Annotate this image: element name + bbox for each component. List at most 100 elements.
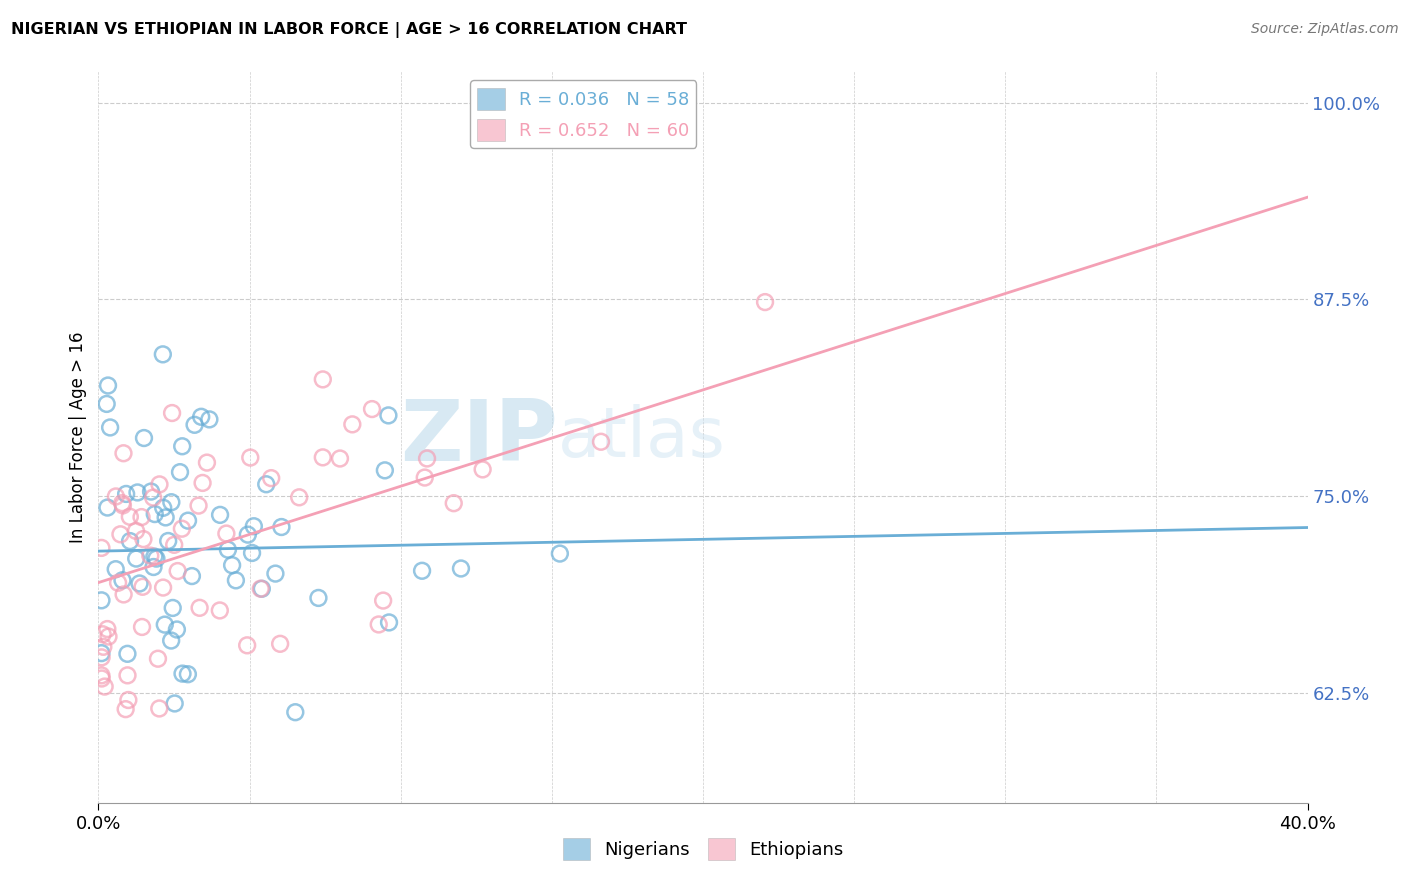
- Point: [96, 622, 118, 636]
- Point: [377, 409, 399, 423]
- Point: [152, 500, 174, 515]
- Point: [195, 456, 218, 470]
- Point: [155, 510, 177, 524]
- Point: [97, 630, 120, 644]
- Point: [139, 549, 162, 563]
- Point: [243, 519, 266, 533]
- Point: [329, 451, 352, 466]
- Point: [191, 475, 214, 490]
- Point: [125, 551, 148, 566]
- Y-axis label: In Labor Force | Age > 16: In Labor Force | Age > 16: [69, 331, 87, 543]
- Point: [143, 507, 166, 521]
- Point: [112, 446, 135, 460]
- Point: [181, 569, 204, 583]
- Point: [177, 514, 200, 528]
- Point: [90, 593, 112, 607]
- Point: [264, 566, 287, 581]
- Point: [132, 431, 155, 445]
- Point: [166, 623, 188, 637]
- Point: [378, 615, 401, 630]
- Point: [411, 564, 433, 578]
- Point: [198, 412, 221, 426]
- Point: [374, 463, 396, 477]
- Point: [413, 470, 436, 484]
- Point: [169, 465, 191, 479]
- Point: [177, 667, 200, 681]
- Point: [443, 496, 465, 510]
- Point: [288, 491, 311, 505]
- Point: [120, 534, 142, 549]
- Point: [187, 499, 209, 513]
- Point: [239, 450, 262, 465]
- Point: [240, 546, 263, 560]
- Point: [107, 575, 129, 590]
- Point: [162, 601, 184, 615]
- Point: [209, 508, 232, 522]
- Point: [188, 600, 211, 615]
- Point: [183, 417, 205, 432]
- Point: [96, 397, 118, 411]
- Point: [208, 603, 231, 617]
- Point: [269, 637, 291, 651]
- Point: [91, 640, 114, 654]
- Point: [146, 651, 169, 665]
- Point: [160, 406, 183, 420]
- Point: [307, 591, 329, 605]
- Point: [98, 420, 121, 434]
- Point: [225, 574, 247, 588]
- Point: [160, 495, 183, 509]
- Point: [236, 638, 259, 652]
- Point: [90, 650, 112, 665]
- Point: [114, 702, 136, 716]
- Point: [131, 620, 153, 634]
- Point: [90, 646, 112, 660]
- Point: [312, 372, 335, 386]
- Point: [104, 490, 127, 504]
- Point: [190, 409, 212, 424]
- Point: [110, 527, 132, 541]
- Point: [131, 580, 153, 594]
- Point: [416, 451, 439, 466]
- Point: [160, 633, 183, 648]
- Point: [589, 434, 612, 449]
- Point: [152, 581, 174, 595]
- Point: [93, 680, 115, 694]
- Point: [172, 439, 194, 453]
- Point: [111, 496, 134, 510]
- Point: [111, 499, 134, 513]
- Point: [367, 617, 389, 632]
- Point: [90, 672, 112, 686]
- Point: [143, 549, 166, 564]
- Point: [117, 693, 139, 707]
- Point: [152, 347, 174, 361]
- Point: [163, 538, 186, 552]
- Point: [112, 587, 135, 601]
- Point: [548, 547, 571, 561]
- Point: [163, 697, 186, 711]
- Point: [250, 582, 273, 596]
- Point: [97, 378, 120, 392]
- Point: [215, 526, 238, 541]
- Legend: Nigerians, Ethiopians: Nigerians, Ethiopians: [555, 830, 851, 867]
- Point: [342, 417, 364, 432]
- Point: [117, 647, 139, 661]
- Text: Source: ZipAtlas.com: Source: ZipAtlas.com: [1251, 22, 1399, 37]
- Point: [132, 532, 155, 546]
- Point: [145, 551, 167, 566]
- Text: NIGERIAN VS ETHIOPIAN IN LABOR FORCE | AGE > 16 CORRELATION CHART: NIGERIAN VS ETHIOPIAN IN LABOR FORCE | A…: [11, 22, 688, 38]
- Point: [96, 500, 118, 515]
- Point: [361, 402, 384, 417]
- Point: [90, 668, 112, 682]
- Point: [236, 527, 259, 541]
- Point: [157, 533, 180, 548]
- Point: [117, 668, 139, 682]
- Point: [270, 520, 292, 534]
- Point: [166, 564, 188, 578]
- Point: [249, 582, 271, 596]
- Point: [221, 558, 243, 573]
- Point: [471, 462, 494, 476]
- Point: [373, 593, 395, 607]
- Point: [91, 627, 114, 641]
- Point: [217, 542, 239, 557]
- Point: [104, 562, 127, 576]
